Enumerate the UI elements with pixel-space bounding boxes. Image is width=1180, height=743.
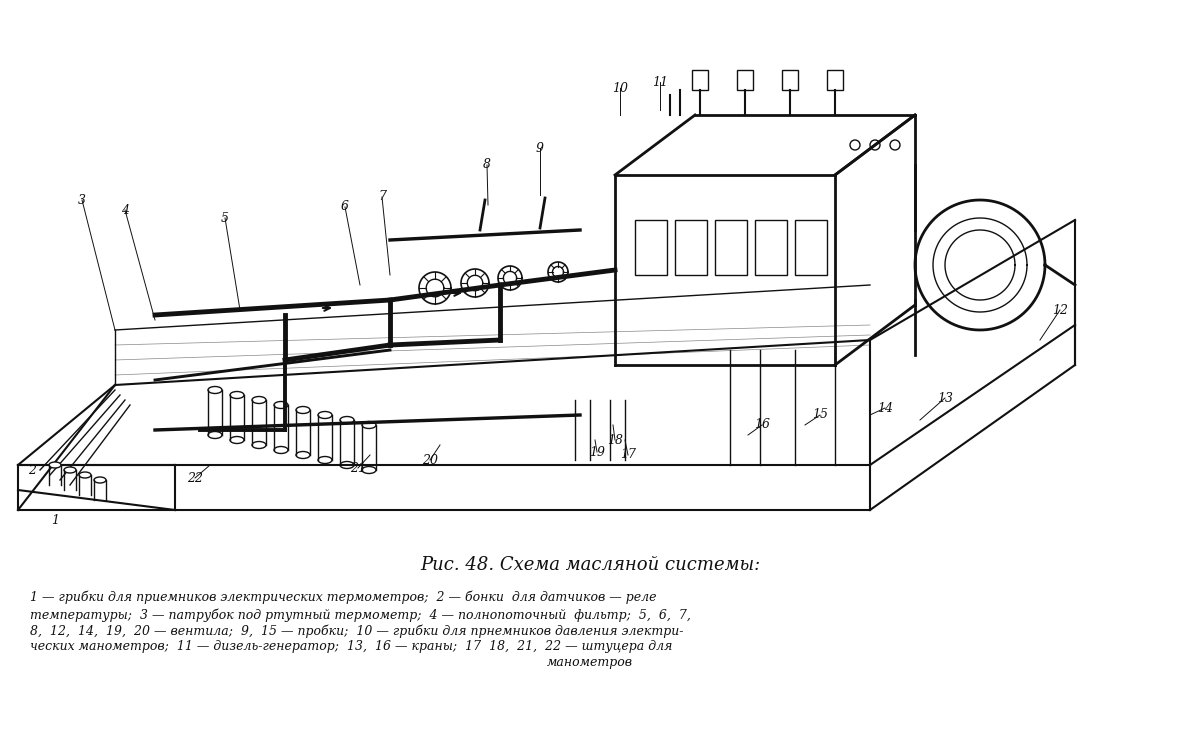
Text: 9: 9	[536, 141, 544, 155]
Bar	[675, 220, 707, 275]
Text: 10: 10	[612, 82, 628, 94]
Text: 18: 18	[607, 433, 623, 447]
Text: 20: 20	[422, 453, 438, 467]
Bar	[635, 220, 667, 275]
Text: манометров: манометров	[548, 656, 632, 669]
Ellipse shape	[79, 472, 91, 478]
Ellipse shape	[50, 462, 61, 468]
Bar	[795, 220, 827, 275]
Bar	[715, 220, 747, 275]
Text: Рис. 48. Схема масляной системы:: Рис. 48. Схема масляной системы:	[420, 556, 760, 574]
Text: 14: 14	[877, 401, 893, 415]
Text: температуры;  3 — патрубок под ртутный термометр;  4 — полнопоточный  фильтр;  5: температуры; 3 — патрубок под ртутный те…	[30, 608, 690, 621]
Text: 12: 12	[1053, 303, 1068, 317]
Bar	[827, 70, 843, 90]
Text: 11: 11	[653, 76, 668, 88]
Ellipse shape	[94, 477, 106, 483]
Text: 22: 22	[186, 472, 203, 484]
Bar	[738, 70, 753, 90]
Text: 8: 8	[483, 158, 491, 172]
Text: 2: 2	[28, 464, 37, 476]
Text: 21: 21	[350, 461, 366, 475]
Text: 7: 7	[378, 190, 386, 204]
Text: 13: 13	[937, 392, 953, 404]
Text: 16: 16	[754, 418, 771, 432]
Text: 17: 17	[620, 449, 636, 461]
Text: 1: 1	[51, 513, 59, 527]
Text: 6: 6	[341, 201, 349, 213]
Text: 3: 3	[78, 193, 86, 207]
Text: 5: 5	[221, 212, 229, 224]
Text: 1 — грибки для приемников электрических термометров;  2 — бонки  для датчиков — : 1 — грибки для приемников электрических …	[30, 590, 656, 603]
Bar	[755, 220, 787, 275]
Text: 4: 4	[122, 204, 129, 216]
Ellipse shape	[64, 467, 76, 473]
Text: ческих манометров;  11 — дизель-генератор;  13,  16 — краны;  17  18,  21,  22 —: ческих манометров; 11 — дизель-генератор…	[30, 640, 673, 653]
Text: 15: 15	[812, 409, 828, 421]
Text: 19: 19	[589, 446, 605, 458]
Bar	[691, 70, 708, 90]
Text: 8,  12,  14,  19,  20 — вентила;  9,  15 — пробки;  10 — грибки для прнемников д: 8, 12, 14, 19, 20 — вентила; 9, 15 — про…	[30, 624, 683, 637]
Bar	[782, 70, 798, 90]
